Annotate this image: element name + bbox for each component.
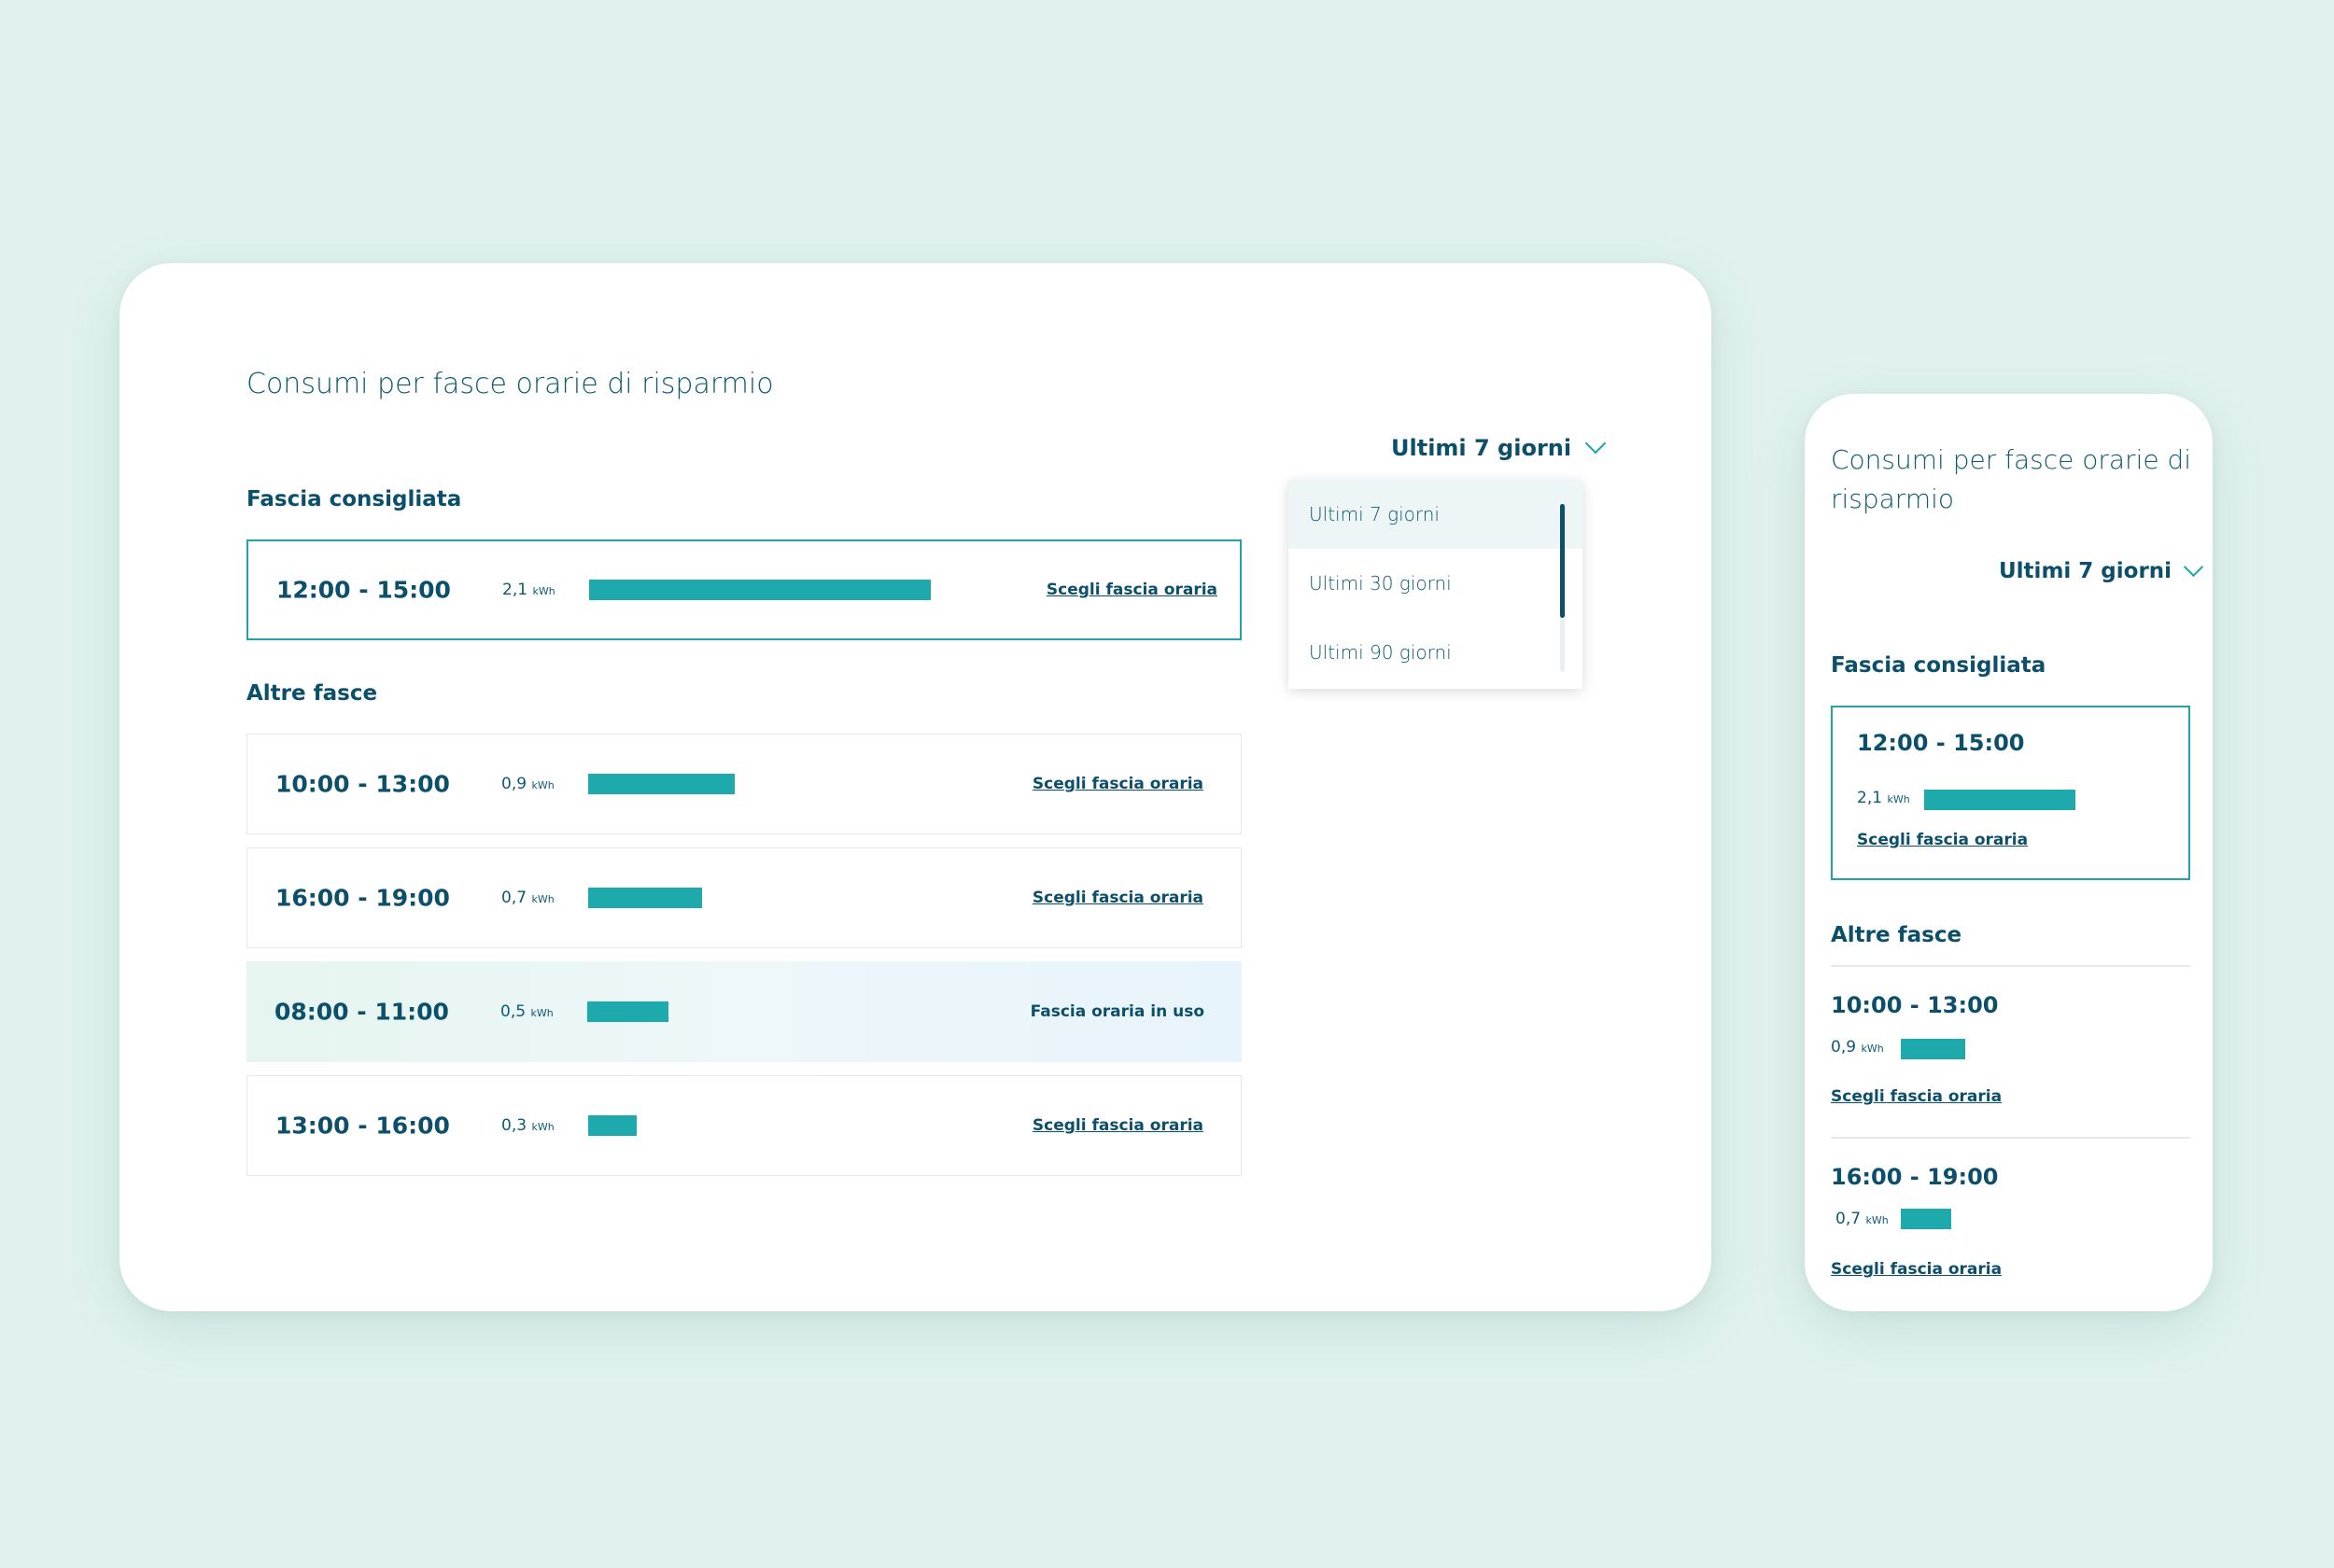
recommended-heading: Fascia consigliata: [246, 487, 462, 511]
desktop-card: Consumi per fasce orarie di risparmio Ul…: [120, 263, 1711, 1311]
slot-time: 16:00 - 19:00: [1831, 1164, 1999, 1190]
chevron-down-icon: [2183, 556, 2204, 578]
slot-time: 08:00 - 11:00: [274, 998, 449, 1026]
slot-time: 12:00 - 15:00: [276, 576, 451, 604]
period-dropdown[interactable]: Ultimi 7 giorni: [1999, 556, 2204, 583]
choose-slot-link[interactable]: Scegli fascia oraria: [1857, 831, 2029, 849]
period-dropdown[interactable]: Ultimi 7 giorni: [1391, 432, 1607, 461]
page-title: Consumi per fasce orarie di risparmio: [1831, 441, 2191, 519]
consumption-bar: [588, 774, 735, 794]
choose-slot-link[interactable]: Scegli fascia oraria: [1032, 1116, 1203, 1135]
slot-consumption: 0,9 kWh: [1831, 1038, 1884, 1057]
slot-row: 16:00 - 19:00 0,7 kWh Scegli fascia orar…: [246, 847, 1242, 948]
choose-slot-link[interactable]: Scegli fascia oraria: [1831, 1087, 2003, 1106]
slot-consumption: 2,1 kWh: [1857, 789, 1910, 807]
slot-consumption: 0,3 kWh: [501, 1116, 555, 1135]
slot-time: 12:00 - 15:00: [1857, 730, 2025, 756]
consumption-bar: [1901, 1039, 1965, 1059]
slot-row: 10:00 - 13:00 0,9 kWh Scegli fascia orar…: [246, 734, 1242, 834]
page-title-line: Consumi per fasce orarie di: [1831, 444, 2192, 475]
slot-time: 16:00 - 19:00: [275, 884, 450, 912]
others-heading: Altre fasce: [1831, 923, 1962, 947]
recommended-heading: Fascia consigliata: [1831, 653, 2046, 678]
page-title-line: risparmio: [1831, 483, 1955, 514]
slot-consumption: 0,9 kWh: [501, 775, 555, 793]
slot-in-use-label: Fascia oraria in uso: [1030, 1002, 1204, 1021]
consumption-bar: [588, 888, 702, 908]
slot-consumption: 0,7 kWh: [1835, 1210, 1889, 1228]
others-heading: Altre fasce: [246, 681, 378, 706]
slot-consumption: 2,1 kWh: [502, 581, 555, 599]
recommended-slot-box: 12:00 - 15:00 2,1 kWh Scegli fascia orar…: [1831, 706, 2190, 880]
mobile-card: Consumi per fasce orarie di risparmio Ul…: [1805, 394, 2213, 1311]
period-dropdown-label: Ultimi 7 giorni: [1391, 435, 1572, 461]
period-option[interactable]: Ultimi 7 giorni: [1288, 480, 1582, 549]
divider: [1831, 965, 2190, 967]
consumption-bar: [588, 1115, 637, 1136]
choose-slot-link[interactable]: Scegli fascia oraria: [1032, 775, 1203, 793]
period-option[interactable]: Ultimi 30 giorni: [1309, 572, 1452, 595]
slot-row-in-use: 08:00 - 11:00 0,5 kWh Fascia oraria in u…: [246, 961, 1242, 1062]
period-dropdown-menu: Ultimi 7 giorni Ultimi 30 giorni Ultimi …: [1288, 480, 1582, 689]
period-option[interactable]: Ultimi 90 giorni: [1309, 641, 1452, 664]
divider: [1831, 1137, 2190, 1139]
consumption-bar: [587, 1001, 668, 1022]
recommended-slot-row: 12:00 - 15:00 2,1 kWh Scegli fascia orar…: [246, 539, 1242, 640]
choose-slot-link[interactable]: Scegli fascia oraria: [1032, 889, 1203, 907]
dropdown-scrollbar-thumb[interactable]: [1560, 504, 1565, 618]
slot-consumption: 0,7 kWh: [501, 889, 555, 907]
consumption-bar: [1924, 790, 2075, 810]
choose-slot-link[interactable]: Scegli fascia oraria: [1046, 581, 1217, 599]
chevron-down-icon: [1584, 432, 1607, 455]
period-dropdown-label: Ultimi 7 giorni: [1999, 559, 2172, 583]
choose-slot-link[interactable]: Scegli fascia oraria: [1831, 1260, 2003, 1279]
slot-row: 13:00 - 16:00 0,3 kWh Scegli fascia orar…: [246, 1075, 1242, 1176]
slot-time: 10:00 - 13:00: [1831, 992, 1999, 1018]
slot-time: 13:00 - 16:00: [275, 1112, 450, 1140]
consumption-bar: [1901, 1209, 1951, 1229]
slot-time: 10:00 - 13:00: [275, 770, 450, 798]
slot-consumption: 0,5 kWh: [500, 1002, 554, 1021]
page-title: Consumi per fasce orarie di risparmio: [246, 368, 774, 400]
consumption-bar: [589, 580, 931, 600]
